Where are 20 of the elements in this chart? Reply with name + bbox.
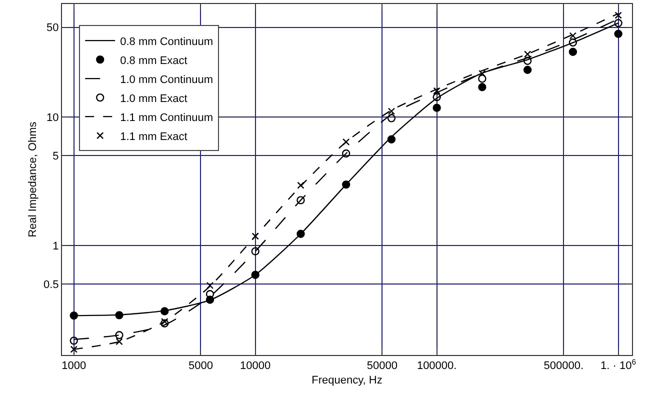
legend-label: 0.8 mm Exact	[120, 54, 188, 67]
legend-label: 0.8 mm Continuum	[120, 36, 214, 48]
y-tick-label: 5	[52, 150, 59, 163]
y-tick-label: 0.5	[44, 278, 59, 291]
x-tick-label: 100000.	[416, 360, 457, 372]
y-tick-label: 10	[46, 112, 59, 124]
legend-label: 1.0 mm Continuum	[120, 74, 214, 86]
x-tick-label: 1. · 10$^{6}$	[600, 358, 636, 372]
y-axis-title: Real Impedance, Ohms	[27, 121, 40, 238]
y-tick-label: 1	[52, 240, 59, 252]
x-tick-label: 10000	[240, 360, 271, 372]
legend-label: 1.1 mm Continuum	[120, 112, 214, 124]
x-tick-label: 500000.	[544, 360, 584, 372]
x-tick-label: 5000	[188, 360, 213, 372]
y-tick-label: 50	[46, 22, 59, 34]
x-tick-label: 50000	[366, 360, 398, 372]
x-axis-title: Frequency, Hz	[312, 374, 382, 386]
x-tick-label: 1000	[62, 360, 86, 372]
legend-label: 1.0 mm Exact	[120, 92, 188, 105]
legend-label: 1.1 mm Exact	[120, 130, 188, 143]
